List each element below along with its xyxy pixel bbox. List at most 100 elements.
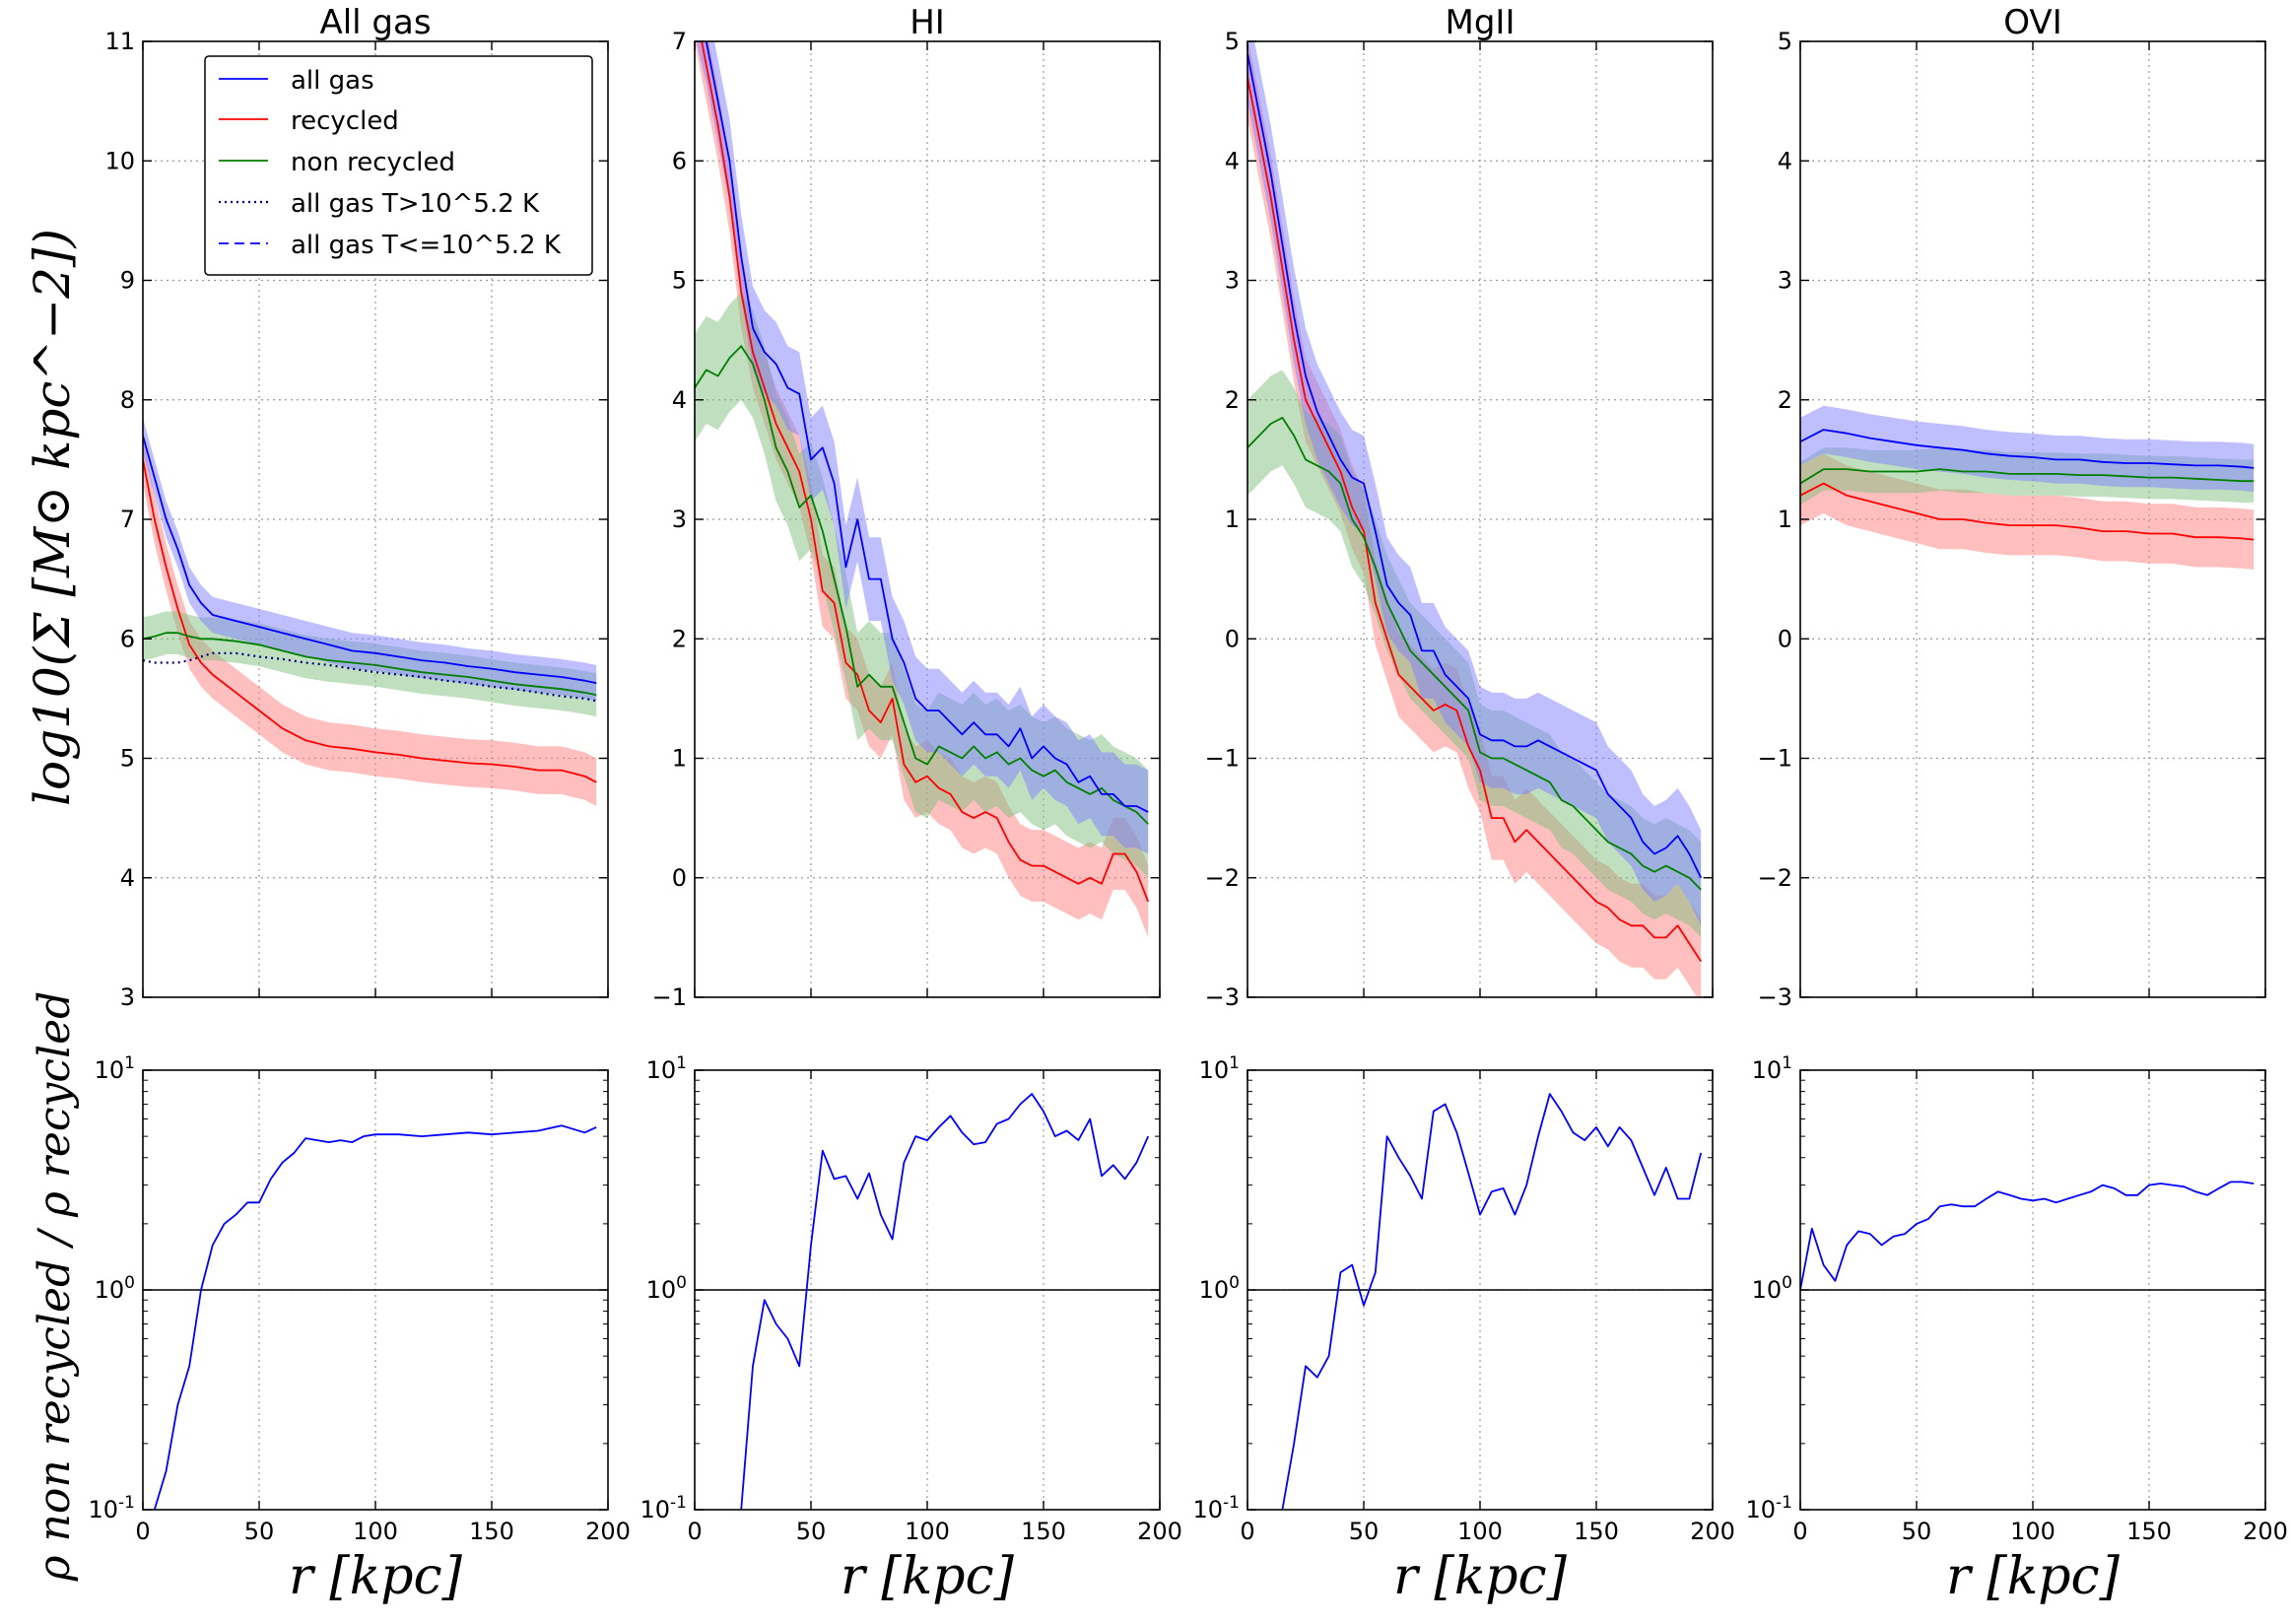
panel-ratio-4: 0 50 100 150 200 10-1 100 101 r [kpc] xyxy=(1746,1053,2288,1606)
legend-label: non recycled xyxy=(291,148,455,177)
legend-label: recycled xyxy=(291,106,399,136)
bottom-row-y-axis-label: ρ non recycled / ρ recycled xyxy=(30,991,80,1583)
y-tick-label: 100 xyxy=(646,1273,687,1304)
plot-area xyxy=(695,0,1148,937)
y-tick-label: 101 xyxy=(1752,1053,1792,1084)
y-tick-label: 6 xyxy=(672,147,687,174)
panel-title: HI xyxy=(910,3,945,42)
x-tick-label: 200 xyxy=(1137,1518,1182,1545)
x-tick-label: 100 xyxy=(353,1518,398,1545)
y-tick-label: 10-1 xyxy=(1746,1493,1793,1523)
y-tick-label: 9 xyxy=(120,267,135,295)
x-axis-label: r [kpc] xyxy=(1946,1547,2121,1606)
x-tick-label: 150 xyxy=(469,1518,514,1545)
x-tick-label: 150 xyxy=(1574,1518,1619,1545)
plot-area xyxy=(1800,406,2254,570)
y-tick-label: 6 xyxy=(120,625,135,652)
series-line-all xyxy=(1282,1094,1701,1510)
y-tick-label: 1 xyxy=(1225,506,1240,533)
y-tick-label: 10-1 xyxy=(1193,1493,1241,1523)
x-tick-label: 0 xyxy=(135,1518,150,1545)
y-tick-label: 2 xyxy=(1778,386,1792,414)
x-tick-label: 200 xyxy=(585,1518,631,1545)
y-tick-label: 3 xyxy=(672,506,687,533)
series-line-all xyxy=(1800,1182,2254,1290)
y-tick-label: 3 xyxy=(1225,267,1240,295)
y-tick-label: 5 xyxy=(672,267,687,295)
x-tick-label: 50 xyxy=(1349,1518,1380,1545)
y-tick-label: 100 xyxy=(1752,1273,1792,1304)
x-tick-label: 50 xyxy=(1902,1518,1932,1545)
y-tick-label: 3 xyxy=(120,983,135,1011)
y-tick-label: 0 xyxy=(1225,625,1240,652)
y-tick-label: −1 xyxy=(1205,745,1240,773)
y-tick-label: −2 xyxy=(1758,864,1792,892)
y-tick-label: 3 xyxy=(1778,267,1792,295)
panel-mgii: −3 −2 −1 0 1 2 3 4 5 MgII xyxy=(1205,3,1713,1011)
y-tick-label: 10-1 xyxy=(640,1493,688,1523)
y-tick-label: −3 xyxy=(1205,983,1240,1011)
y-tick-label: −1 xyxy=(652,983,687,1011)
x-tick-label: 100 xyxy=(905,1518,950,1545)
x-tick-label: 100 xyxy=(1457,1518,1503,1545)
panel-ratio-2: 0 50 100 150 200 10-1 100 101 r [kpc] xyxy=(640,1053,1182,1606)
y-tick-label: 1 xyxy=(1778,506,1792,533)
y-tick-label: 7 xyxy=(120,506,135,533)
panel-ovi: −3 −2 −1 0 1 2 3 4 5 OVI xyxy=(1758,3,2265,1011)
y-tick-label: −3 xyxy=(1758,983,1792,1011)
x-tick-label: 200 xyxy=(2243,1518,2288,1545)
y-tick-label: 4 xyxy=(1778,147,1792,174)
plot-area xyxy=(1247,6,1701,1004)
x-tick-label: 50 xyxy=(244,1518,275,1545)
y-tick-label: 0 xyxy=(1778,625,1792,652)
x-tick-label: 100 xyxy=(2010,1518,2055,1545)
y-tick-label: 0 xyxy=(672,864,687,892)
series-line-all xyxy=(741,1094,1148,1510)
panel-ratio-3: 0 50 100 150 200 10-1 100 101 r [kpc] xyxy=(1193,1053,1735,1606)
x-tick-label: 200 xyxy=(1690,1518,1735,1545)
x-tick-label: 150 xyxy=(2126,1518,2172,1545)
y-tick-label: 5 xyxy=(1778,28,1792,55)
legend-label: all gas T<=10^5.2 K xyxy=(291,231,562,260)
y-tick-label: 101 xyxy=(646,1053,687,1084)
y-tick-label: 5 xyxy=(1225,28,1240,55)
panel-title: All gas xyxy=(319,3,431,42)
x-axis-label: r [kpc] xyxy=(289,1547,463,1606)
x-tick-label: 0 xyxy=(687,1518,702,1545)
x-tick-label: 0 xyxy=(1792,1518,1807,1545)
y-tick-label: 101 xyxy=(1199,1053,1240,1084)
legend-label: all gas T>10^5.2 K xyxy=(291,189,540,219)
y-tick-label: 4 xyxy=(120,864,135,892)
y-tick-label: 7 xyxy=(672,28,687,55)
x-tick-label: 150 xyxy=(1021,1518,1066,1545)
x-tick-label: 0 xyxy=(1240,1518,1254,1545)
y-tick-label: 2 xyxy=(672,625,687,652)
y-tick-label: 4 xyxy=(1225,147,1240,174)
panel-ratio-1: 0 50 100 150 200 10-1 100 101 r [kpc] xyxy=(89,1053,631,1606)
y-tick-label: 1 xyxy=(672,745,687,773)
y-tick-label: 101 xyxy=(95,1053,135,1084)
y-tick-label: 10 xyxy=(104,147,135,174)
y-tick-label: 11 xyxy=(104,28,135,55)
x-tick-label: 50 xyxy=(796,1518,827,1545)
legend-label: all gas xyxy=(291,66,374,96)
y-tick-label: −2 xyxy=(1205,864,1240,892)
panel-hi: −1 0 1 2 3 4 5 6 7 HI xyxy=(652,0,1160,1011)
y-tick-label: 100 xyxy=(95,1273,135,1304)
panel-title: OVI xyxy=(2003,3,2061,42)
plot-area xyxy=(143,418,596,806)
y-tick-label: 4 xyxy=(672,386,687,414)
legend: all gas recycled non recycled all gas T>… xyxy=(205,56,592,275)
y-tick-label: 2 xyxy=(1225,386,1240,414)
panel-title: MgII xyxy=(1446,3,1516,42)
y-tick-label: 100 xyxy=(1199,1273,1240,1304)
top-row-y-axis-label: log10(Σ [M⊙ kpc^−2]) xyxy=(24,229,81,806)
x-axis-label: r [kpc] xyxy=(841,1547,1015,1606)
y-tick-label: −1 xyxy=(1758,745,1792,773)
y-tick-label: 8 xyxy=(120,386,135,414)
x-axis-label: r [kpc] xyxy=(1393,1547,1568,1606)
y-tick-label: 5 xyxy=(120,745,135,773)
y-tick-label: 10-1 xyxy=(89,1493,136,1523)
